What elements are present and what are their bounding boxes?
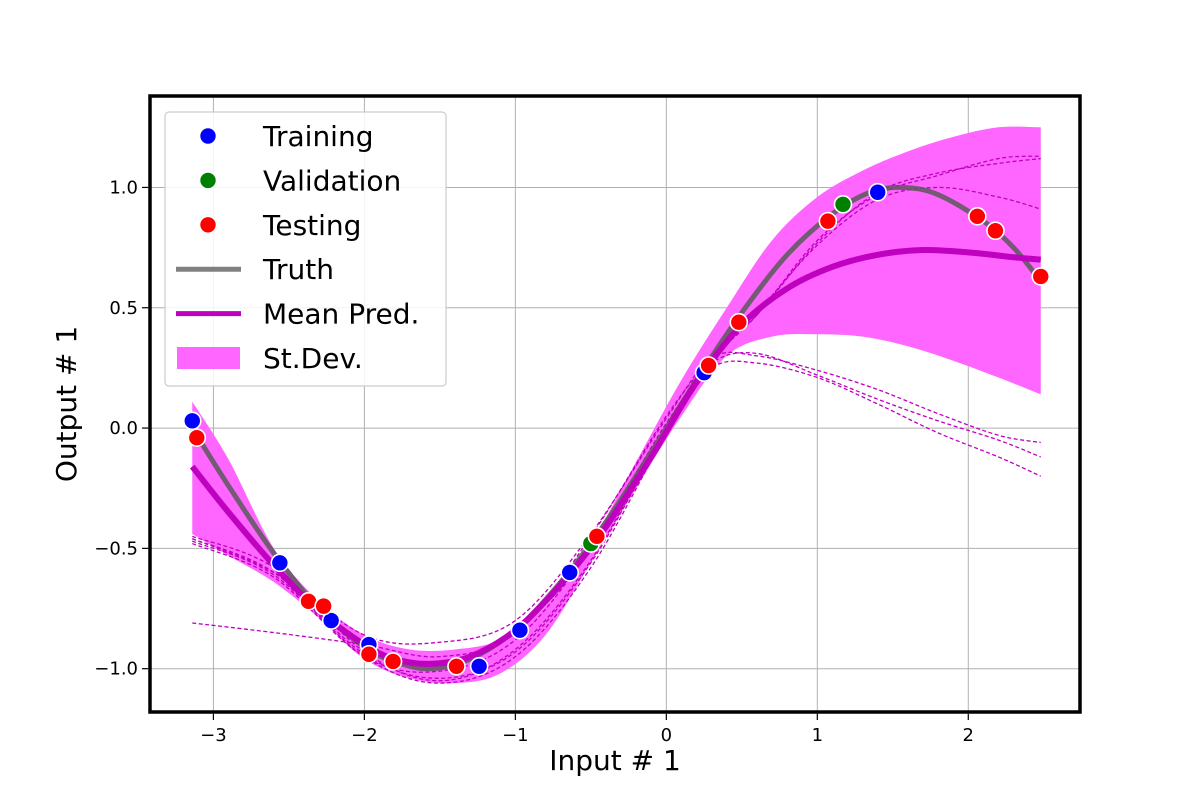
training-point bbox=[469, 656, 489, 676]
legend: Training Validation Testing Truth Mean Pred.… bbox=[164, 111, 447, 387]
legend-entry: Truth bbox=[176, 253, 334, 286]
legend-entry: St.Dev. bbox=[177, 342, 363, 375]
plot-frame bbox=[148, 94, 1082, 714]
legend-label: Mean Pred. bbox=[263, 298, 419, 331]
x-tick-label: 1 bbox=[812, 725, 823, 746]
testing-point bbox=[383, 652, 403, 671]
training-point bbox=[868, 182, 887, 202]
y-tick-label: −1.0 bbox=[94, 659, 138, 680]
testing-point bbox=[818, 211, 838, 231]
testing-point bbox=[447, 656, 466, 676]
legend-label: Validation bbox=[263, 164, 401, 197]
legend-label: Truth bbox=[262, 253, 334, 286]
testing-point bbox=[699, 356, 718, 375]
legend-marker bbox=[198, 215, 218, 235]
y-axis-label: Output # 1 bbox=[50, 326, 83, 482]
legend-patch-swatch bbox=[177, 347, 240, 369]
ticks: −3 −2 −1 0 1 2 −1.0 −0.5 0.0 0.5 1.0 bbox=[94, 177, 974, 746]
ensemble-member-line bbox=[192, 352, 1041, 658]
ensemble-member-line bbox=[192, 351, 1041, 645]
x-tick-label: 2 bbox=[963, 725, 974, 746]
training-point bbox=[510, 620, 530, 640]
legend-entry: Testing bbox=[198, 209, 361, 242]
testing-point bbox=[986, 221, 1005, 241]
testing-point bbox=[587, 527, 607, 546]
legend-entry: Training bbox=[198, 120, 373, 153]
legend-entry: Validation bbox=[198, 164, 401, 197]
x-axis-label: Input # 1 bbox=[549, 744, 681, 777]
testing-point bbox=[1031, 267, 1051, 286]
training-point bbox=[270, 553, 290, 573]
legend-marker bbox=[198, 171, 218, 190]
legend-label: Training bbox=[262, 120, 373, 153]
legend-label: St.Dev. bbox=[263, 342, 363, 375]
testing-point bbox=[359, 644, 379, 664]
training-point bbox=[560, 563, 580, 582]
y-tick-label: 0.5 bbox=[109, 298, 138, 319]
testing-point bbox=[314, 596, 333, 616]
training-point bbox=[321, 611, 341, 630]
x-tick-label: −1 bbox=[502, 725, 529, 746]
y-tick-label: 0.0 bbox=[109, 418, 138, 439]
training-point bbox=[182, 411, 202, 431]
legend-entry: Mean Pred. bbox=[176, 298, 419, 331]
legend-box bbox=[164, 111, 447, 387]
testing-point bbox=[729, 312, 749, 332]
data-layer bbox=[182, 126, 1051, 684]
testing-point bbox=[187, 428, 207, 447]
testing-point bbox=[968, 207, 987, 226]
x-tick-label: −2 bbox=[351, 725, 378, 746]
x-tick-label: 0 bbox=[661, 725, 672, 746]
x-tick-label: −3 bbox=[200, 725, 227, 746]
y-tick-label: −0.5 bbox=[94, 538, 138, 559]
validation-point bbox=[833, 194, 853, 214]
legend-label: Testing bbox=[262, 209, 361, 242]
legend-marker bbox=[198, 126, 218, 146]
y-tick-label: 1.0 bbox=[109, 177, 138, 198]
